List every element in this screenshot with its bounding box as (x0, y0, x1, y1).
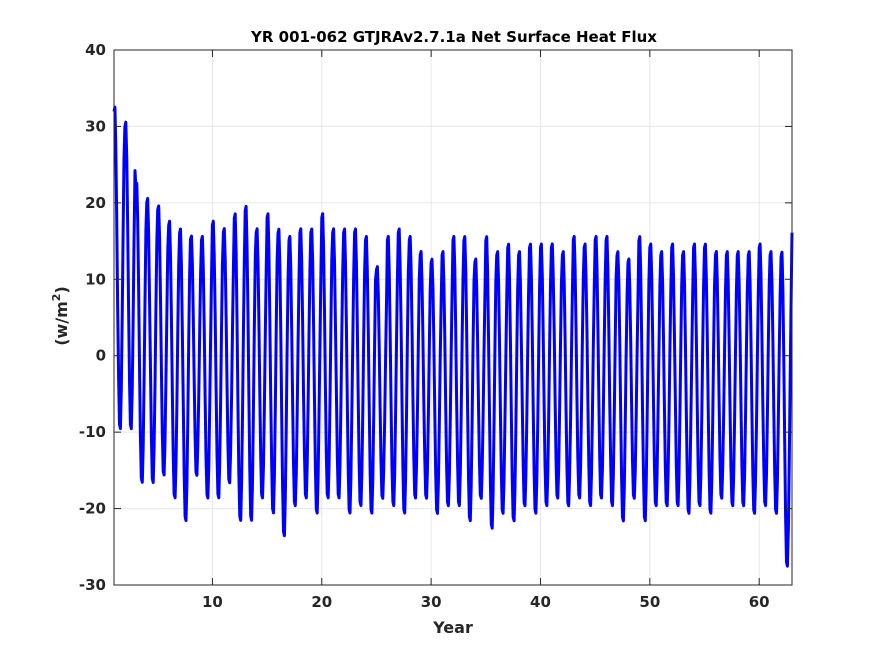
y-axis-label-end: ) (52, 286, 71, 293)
x-tick-label: 50 (639, 593, 660, 611)
y-tick-label: -20 (79, 500, 106, 518)
x-tick-label: 40 (530, 593, 551, 611)
y-tick-label: 10 (85, 270, 106, 288)
chart-title: YR 001-062 GTJRAv2.7.1a Net Surface Heat… (250, 28, 657, 46)
y-axis-label-superscript: 2 (50, 294, 63, 302)
x-tick-label: 30 (421, 593, 442, 611)
x-tick-label: 60 (749, 593, 770, 611)
y-tick-label: 30 (85, 117, 106, 135)
y-tick-label: -30 (79, 576, 106, 594)
series-layer (112, 105, 794, 568)
axis-ticks: 10 20 30 40 50 60 -30 -20 -10 0 10 20 30 40 (79, 41, 792, 611)
y-axis-label-main: (w/m (52, 301, 71, 346)
axes-box (113, 49, 793, 586)
y-axis-label: (w/m2) (50, 286, 71, 346)
y-tick-label: 40 (85, 41, 106, 59)
x-tick-label: 10 (202, 593, 223, 611)
x-tick-label: 20 (311, 593, 332, 611)
x-axis-label: Year (432, 618, 473, 637)
y-tick-label: 20 (85, 194, 106, 212)
y-tick-label: -10 (79, 423, 106, 441)
series-line (112, 105, 794, 568)
y-tick-label: 0 (96, 347, 106, 365)
